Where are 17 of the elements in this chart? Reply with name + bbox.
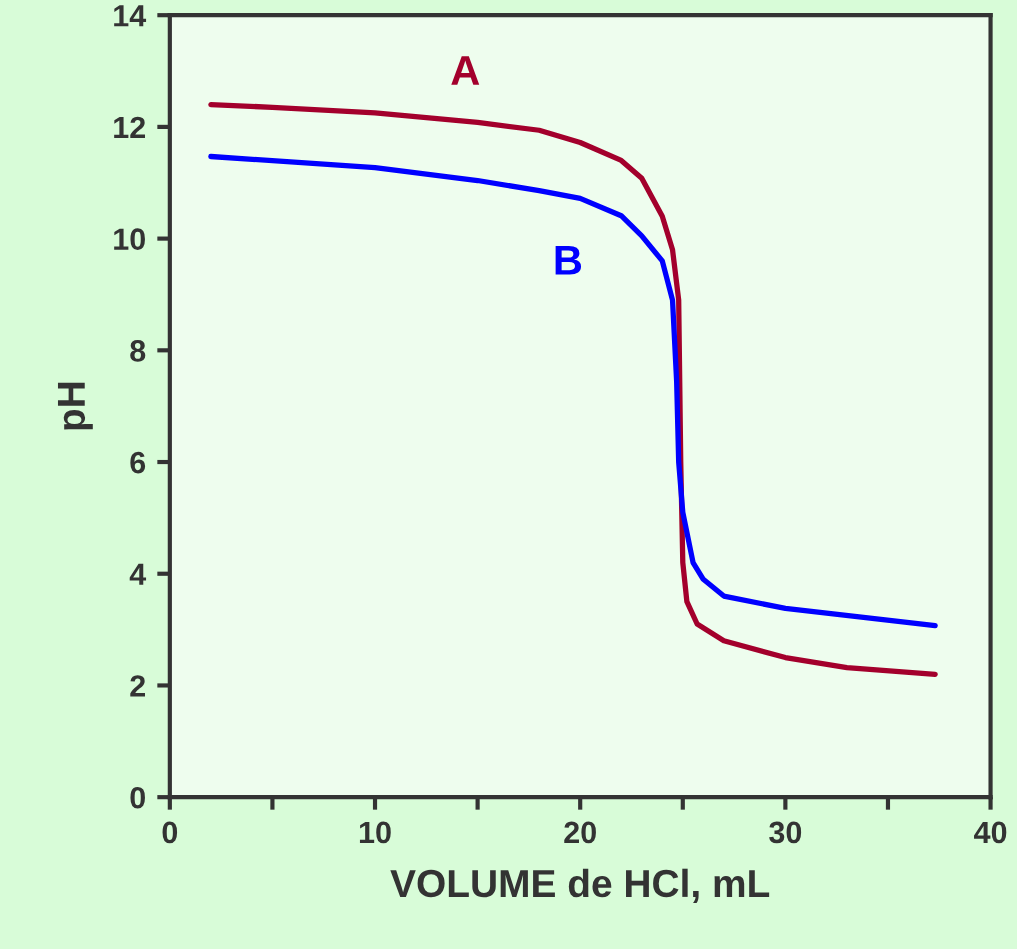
- y-tick-label: 8: [130, 340, 146, 362]
- y-tick-label: 12: [114, 116, 146, 138]
- y-tick-label: 4: [129, 563, 147, 585]
- series-label: B: [555, 245, 582, 275]
- y-tick-label: 14: [114, 5, 147, 27]
- x-tick-label: 10: [359, 821, 391, 844]
- x-tick-label: 20: [564, 821, 596, 844]
- x-tick-label: 0: [162, 821, 178, 844]
- y-tick-label: 10: [114, 228, 145, 250]
- x-axis-title: VOLUME de HCl, mL: [390, 868, 770, 903]
- series-label: A: [451, 56, 480, 85]
- y-tick-label: 0: [130, 786, 145, 809]
- x-tick-label: 30: [769, 821, 802, 844]
- y-tick-label: 6: [130, 451, 146, 474]
- y-tick-label: 2: [130, 675, 146, 697]
- x-tick-label: 40: [974, 821, 1007, 844]
- y-axis-title: pH: [57, 382, 93, 430]
